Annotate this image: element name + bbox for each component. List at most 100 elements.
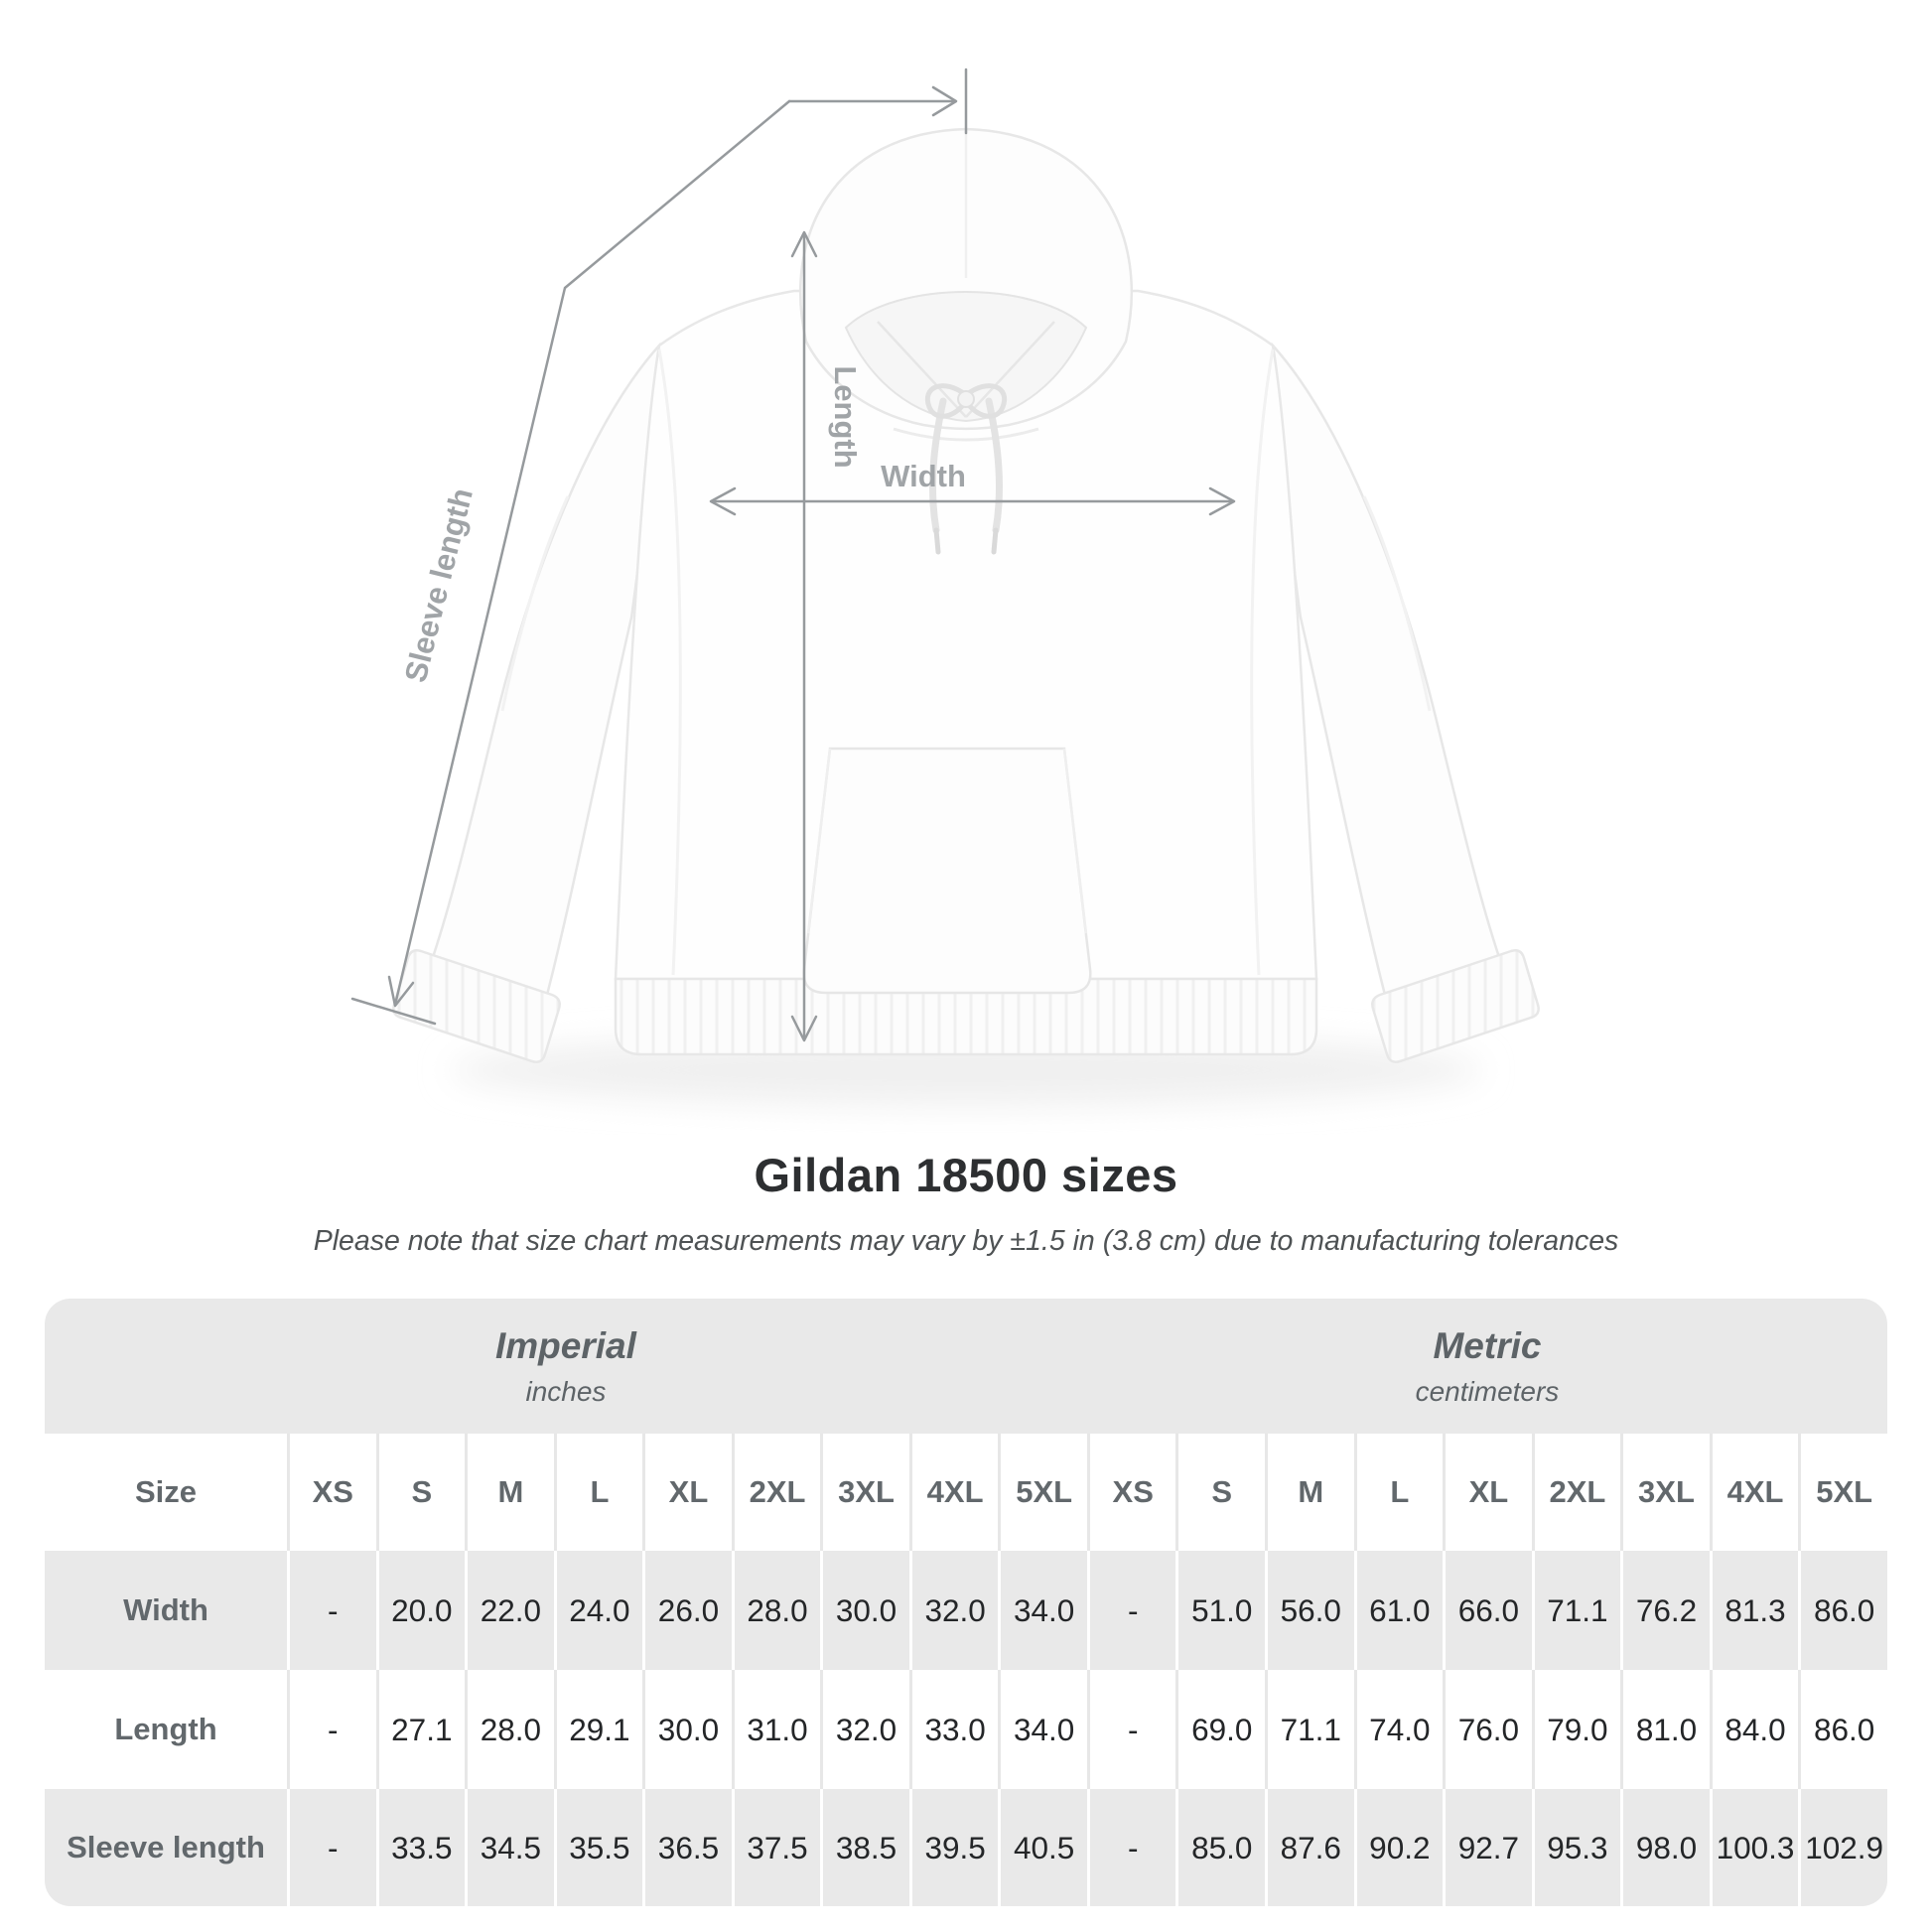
cell-value: 26.0: [642, 1551, 732, 1670]
imperial-header: Imperial inches: [45, 1299, 1087, 1434]
length-label: Length: [828, 365, 863, 468]
size-header-row: Size XS S M L XL 2XL 3XL 4XL 5XL XS S M …: [45, 1434, 1887, 1551]
cell-value: 28.0: [465, 1670, 554, 1789]
cell-value: 71.1: [1265, 1670, 1354, 1789]
size-col-header: 4XL: [1709, 1434, 1799, 1551]
size-col-header: 3XL: [820, 1434, 909, 1551]
cell-value: 90.2: [1353, 1789, 1444, 1906]
page-title: Gildan 18500 sizes: [754, 1149, 1178, 1201]
size-col-header: M: [1265, 1434, 1354, 1551]
cell-value: 102.9: [1798, 1789, 1887, 1906]
sleeve-length-measure-line: [350, 68, 968, 1026]
cell-value: 51.0: [1175, 1551, 1266, 1670]
cell-value: 56.0: [1265, 1551, 1354, 1670]
kangaroo-pocket: [802, 747, 1092, 995]
cell-value: -: [1086, 1670, 1176, 1789]
cell-value: 31.0: [731, 1670, 821, 1789]
cell-value: 32.0: [820, 1670, 909, 1789]
size-col-header: 5XL: [998, 1434, 1087, 1551]
cell-value: 34.5: [465, 1789, 554, 1906]
hoodie-illustration: [391, 127, 1541, 1064]
size-col-header: XS: [1086, 1434, 1176, 1551]
cell-value: 81.3: [1709, 1551, 1799, 1670]
sleeve-length-label: Sleeve length: [398, 484, 480, 685]
cell-value: 71.1: [1531, 1551, 1621, 1670]
cell-value: 69.0: [1175, 1670, 1266, 1789]
size-column-header: Size: [45, 1434, 287, 1551]
width-measure-line: [709, 486, 1236, 516]
cell-value: 28.0: [731, 1551, 821, 1670]
length-measure-line: [790, 230, 818, 1042]
size-table: Imperial inches Metric centimeters Size …: [45, 1299, 1887, 1906]
cell-value: 87.6: [1265, 1789, 1354, 1906]
row-label: Length: [45, 1670, 287, 1789]
imperial-units: inches: [525, 1375, 607, 1407]
cell-value: 33.0: [908, 1670, 999, 1789]
cell-value: 35.5: [553, 1789, 643, 1906]
cell-value: 66.0: [1443, 1551, 1532, 1670]
cell-value: 37.5: [731, 1789, 821, 1906]
cell-value: 30.0: [642, 1670, 732, 1789]
size-col-header: S: [375, 1434, 466, 1551]
cell-value: 85.0: [1175, 1789, 1266, 1906]
cell-value: 84.0: [1709, 1670, 1799, 1789]
table-row-sleeve-length: Sleeve length - 33.5 34.5 35.5 36.5 37.5…: [45, 1789, 1887, 1906]
hoodie-body: [614, 289, 1318, 981]
size-col-header: S: [1175, 1434, 1266, 1551]
cell-value: 34.0: [998, 1551, 1087, 1670]
cell-value: 27.1: [375, 1670, 466, 1789]
width-label: Width: [881, 459, 966, 493]
cell-value: 34.0: [998, 1670, 1087, 1789]
cell-value: 76.2: [1620, 1551, 1710, 1670]
size-col-header: L: [553, 1434, 643, 1551]
size-col-header: M: [465, 1434, 554, 1551]
table-row-width: Width - 20.0 22.0 24.0 26.0 28.0 30.0 32…: [45, 1551, 1887, 1670]
cell-value: 33.5: [375, 1789, 466, 1906]
cell-value: -: [287, 1670, 376, 1789]
size-col-header: 2XL: [731, 1434, 821, 1551]
row-label: Sleeve length: [45, 1789, 287, 1906]
cell-value: 76.0: [1443, 1670, 1532, 1789]
size-col-header: 5XL: [1798, 1434, 1887, 1551]
cell-value: 86.0: [1798, 1670, 1887, 1789]
cell-value: 40.5: [998, 1789, 1087, 1906]
size-table-container: Imperial inches Metric centimeters Size …: [45, 1299, 1887, 1906]
row-label: Width: [45, 1551, 287, 1670]
cell-value: 81.0: [1620, 1670, 1710, 1789]
size-col-header: 4XL: [908, 1434, 999, 1551]
cell-value: 98.0: [1620, 1789, 1710, 1906]
drawstrings: [924, 383, 1008, 555]
metric-header: Metric centimeters: [1086, 1299, 1887, 1434]
cell-value: 74.0: [1353, 1670, 1444, 1789]
size-col-header: XS: [287, 1434, 376, 1551]
cell-value: -: [287, 1551, 376, 1670]
hem-band: [614, 977, 1318, 1056]
cell-value: 29.1: [553, 1670, 643, 1789]
hoodie-diagram: Length Width Sleeve length: [350, 68, 1541, 1106]
cell-value: 36.5: [642, 1789, 732, 1906]
cell-value: 38.5: [820, 1789, 909, 1906]
cell-value: 100.3: [1709, 1789, 1799, 1906]
cell-value: 39.5: [908, 1789, 999, 1906]
cell-value: 86.0: [1798, 1551, 1887, 1670]
cell-value: 24.0: [553, 1551, 643, 1670]
metric-label: Metric: [1433, 1324, 1542, 1366]
metric-units: centimeters: [1415, 1375, 1560, 1407]
cell-value: 20.0: [375, 1551, 466, 1670]
size-col-header: 2XL: [1531, 1434, 1621, 1551]
cell-value: 79.0: [1531, 1670, 1621, 1789]
cell-value: -: [1086, 1551, 1176, 1670]
unit-header-row: Imperial inches Metric centimeters: [45, 1299, 1887, 1434]
cell-value: 61.0: [1353, 1551, 1444, 1670]
cell-value: 22.0: [465, 1551, 554, 1670]
cell-value: -: [1086, 1789, 1176, 1906]
size-col-header: XL: [642, 1434, 732, 1551]
cell-value: 30.0: [820, 1551, 909, 1670]
cell-value: 92.7: [1443, 1789, 1532, 1906]
page-subtitle: Please note that size chart measurements…: [313, 1225, 1619, 1257]
cell-value: -: [287, 1789, 376, 1906]
size-col-header: L: [1353, 1434, 1444, 1551]
size-col-header: XL: [1443, 1434, 1532, 1551]
table-row-length: Length - 27.1 28.0 29.1 30.0 31.0 32.0 3…: [45, 1670, 1887, 1789]
